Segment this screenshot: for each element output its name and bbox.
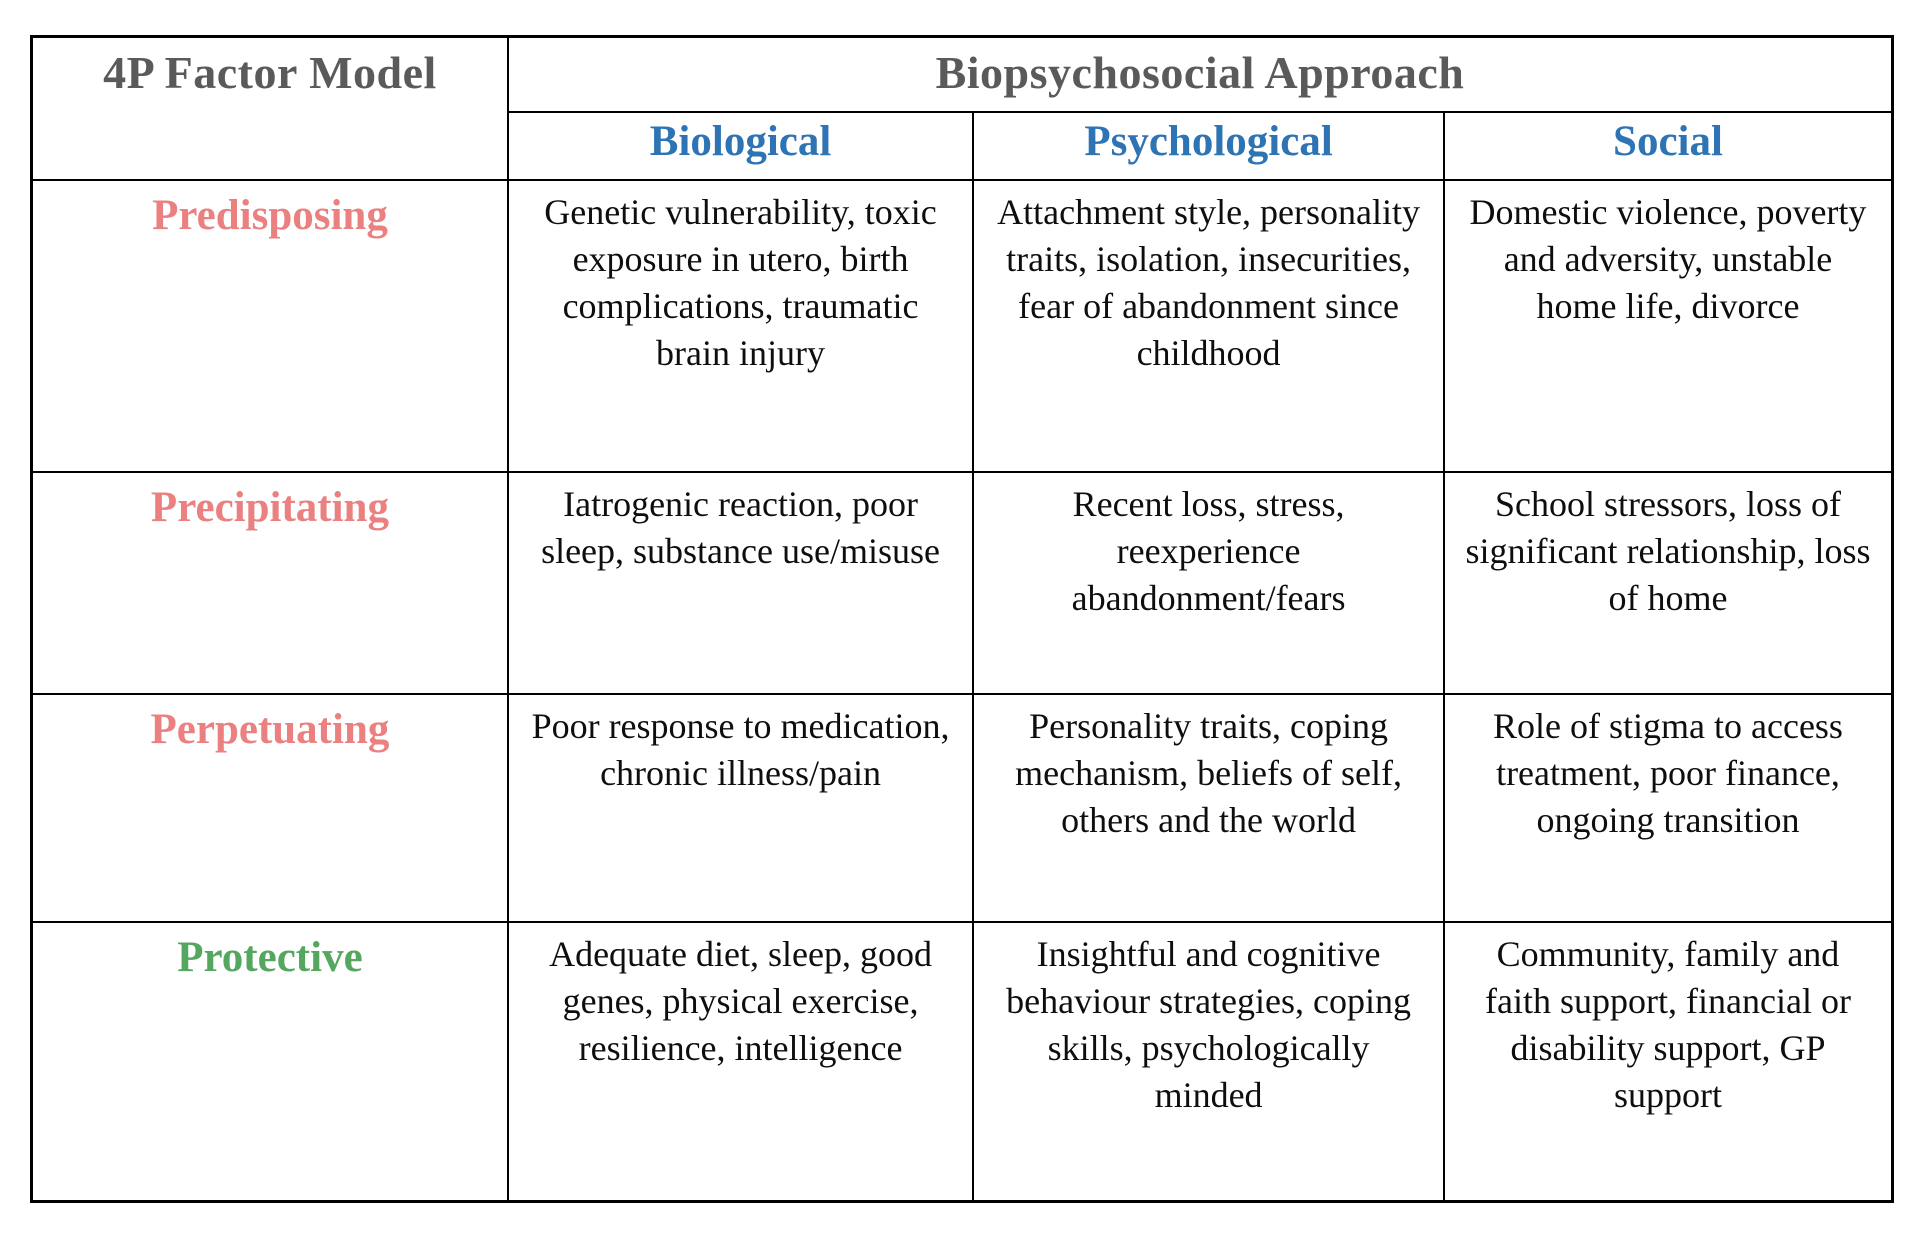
group-header-biopsychosocial-approach: Biopsychosocial Approach: [506, 35, 1894, 113]
header-row-columns: Biological Psychological Social: [32, 110, 1894, 181]
column-header-psychological: Psychological: [972, 110, 1445, 181]
cell-predisposing-biological: Genetic vulnerability, toxic exposure in…: [506, 178, 975, 473]
row-label-precipitating: Precipitating: [30, 470, 509, 695]
column-header-biological: Biological: [506, 110, 975, 181]
cell-precipitating-biological: Iatrogenic reaction, poor sleep, substan…: [506, 470, 975, 695]
cell-precipitating-social: School stressors, loss of significant re…: [1442, 470, 1894, 695]
row-label-predisposing: Predisposing: [30, 178, 509, 473]
corner-header-4p-factor-model: 4P Factor Model: [30, 35, 509, 181]
cell-perpetuating-psychological: Personality traits, coping mechanism, be…: [972, 692, 1445, 923]
table-row-protective: Protective Adequate diet, sleep, good ge…: [30, 920, 1894, 1203]
cell-protective-social: Community, family and faith support, fin…: [1442, 920, 1894, 1203]
cell-protective-biological: Adequate diet, sleep, good genes, physic…: [506, 920, 975, 1203]
cell-protective-psychological: Insightful and cognitive behaviour strat…: [972, 920, 1445, 1203]
cell-predisposing-psychological: Attachment style, personality traits, is…: [972, 178, 1445, 473]
4p-factor-table: 4P Factor Model Biopsychosocial Approach…: [30, 35, 1894, 1203]
cell-perpetuating-social: Role of stigma to access treatment, poor…: [1442, 692, 1894, 923]
row-label-perpetuating: Perpetuating: [30, 692, 509, 923]
column-header-social: Social: [1442, 110, 1894, 181]
table-row-predisposing: Predisposing Genetic vulnerability, toxi…: [30, 178, 1894, 473]
cell-predisposing-social: Domestic violence, poverty and adversity…: [1442, 178, 1894, 473]
cell-perpetuating-biological: Poor response to medication, chronic ill…: [506, 692, 975, 923]
cell-precipitating-psychological: Recent loss, stress, reexperience abando…: [972, 470, 1445, 695]
header-row-group: 4P Factor Model Biopsychosocial Approach: [30, 35, 1894, 181]
table-row-perpetuating: Perpetuating Poor response to medication…: [30, 692, 1894, 923]
row-label-protective: Protective: [30, 920, 509, 1203]
table-row-precipitating: Precipitating Iatrogenic reaction, poor …: [30, 470, 1894, 695]
